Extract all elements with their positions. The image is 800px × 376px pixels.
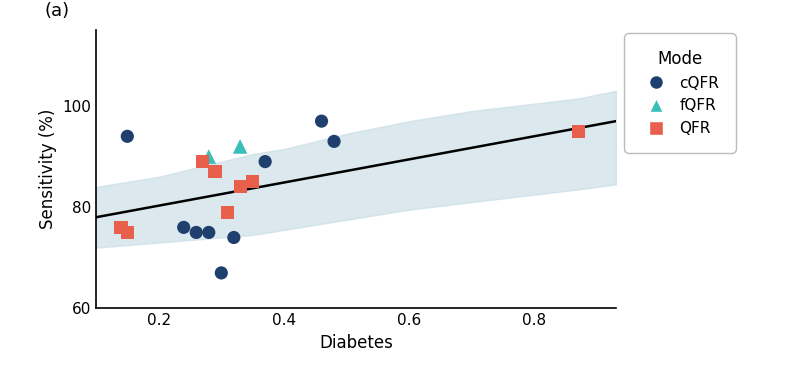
Point	[121, 133, 134, 139]
Point	[234, 184, 246, 190]
Y-axis label: Sensitivity (%): Sensitivity (%)	[38, 109, 57, 229]
Text: (a): (a)	[44, 2, 69, 20]
Point	[258, 159, 271, 165]
Point	[246, 179, 259, 185]
Point	[572, 128, 585, 134]
Point	[209, 169, 222, 175]
Point	[178, 224, 190, 230]
Point	[202, 229, 215, 235]
Point	[315, 118, 328, 124]
Point	[227, 235, 240, 241]
Point	[190, 229, 202, 235]
Point	[114, 224, 127, 230]
Point	[202, 153, 215, 159]
Point	[328, 138, 341, 144]
X-axis label: Diabetes: Diabetes	[319, 334, 393, 352]
Point	[221, 209, 234, 215]
Point	[196, 159, 209, 165]
Point	[121, 229, 134, 235]
Legend: cQFR, fQFR, QFR: cQFR, fQFR, QFR	[629, 38, 731, 148]
Point	[215, 270, 228, 276]
Point	[234, 143, 246, 149]
